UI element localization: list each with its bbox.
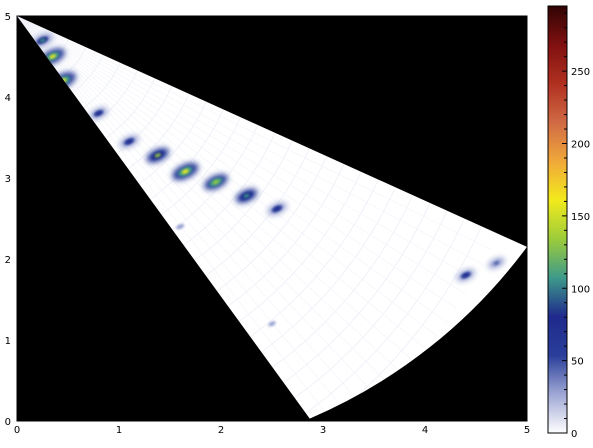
range-ring	[294, 210, 448, 399]
beam-line	[17, 16, 458, 309]
beam-line	[17, 16, 438, 337]
y-tick-label: 2	[5, 255, 11, 266]
hotspot-core	[126, 139, 132, 144]
hotspot-core	[494, 261, 499, 265]
colorbar-tick-label: 250	[571, 67, 590, 78]
range-ring	[105, 78, 156, 139]
hotspot-core	[39, 38, 46, 43]
x-tick-label: 5	[524, 425, 530, 436]
beam-line	[17, 16, 448, 324]
colorbar: 0 50 100 150 200 250	[547, 5, 590, 440]
y-tick-label: 3	[5, 174, 11, 185]
beam-line	[17, 16, 417, 364]
y-tick-label: 4	[5, 93, 11, 104]
hotspot-core	[274, 206, 280, 211]
range-ring	[161, 117, 242, 215]
hotspot	[235, 188, 258, 204]
hotspot	[204, 174, 228, 190]
colorbar-gradient	[547, 5, 568, 434]
hotspot	[267, 202, 287, 216]
range-ring	[305, 218, 465, 414]
plot-frame	[16, 15, 528, 422]
hotspot-core	[49, 54, 57, 59]
hotspot	[89, 107, 108, 120]
hotspot-core	[178, 225, 183, 228]
colorbar-tick-label: 200	[571, 140, 590, 151]
hotspot-core	[96, 111, 102, 115]
beam-line	[17, 16, 484, 265]
hotspot	[456, 269, 476, 282]
x-tick-label: 2	[218, 425, 224, 436]
hotspot-core	[181, 169, 189, 174]
sector-texture	[17, 16, 492, 419]
range-ring	[83, 62, 121, 108]
colorbar-tick-label: 50	[571, 357, 584, 368]
beam-line	[17, 16, 393, 389]
beam-line	[17, 16, 381, 401]
hotspot	[172, 221, 188, 232]
hotspot-core	[270, 322, 274, 326]
hotspot	[488, 257, 505, 269]
y-tick-label: 0	[5, 417, 11, 428]
range-ring	[283, 202, 431, 383]
range-ring	[150, 109, 224, 200]
range-ring	[272, 194, 414, 368]
hotspot	[265, 319, 279, 329]
colorbar-tick-label: 100	[571, 284, 590, 295]
range-ring	[72, 54, 104, 93]
beam-line	[17, 16, 405, 376]
hotspot-core	[243, 193, 250, 198]
y-tick-label: 1	[5, 336, 11, 347]
hotspot	[172, 162, 199, 181]
colorbar-tick-label: 0	[571, 429, 577, 440]
x-tick-label: 1	[116, 425, 122, 436]
hotspot-core	[154, 153, 161, 158]
range-ring	[227, 163, 345, 307]
range-ring	[27, 23, 35, 32]
range-ring	[127, 93, 190, 170]
hotspot-group	[31, 33, 505, 329]
sector-group	[17, 16, 527, 419]
y-axis: 0 1 2 3 4 5	[5, 12, 23, 428]
range-ring	[216, 156, 328, 292]
range-ring	[138, 101, 207, 185]
hotspot-core	[463, 273, 469, 277]
range-ring	[238, 171, 362, 322]
range-ring	[116, 85, 173, 154]
hotspot	[119, 135, 139, 148]
beam-line	[17, 16, 492, 250]
range-ring	[183, 132, 276, 246]
range-ring	[194, 140, 293, 261]
colorbar-tick-label: 150	[571, 212, 590, 223]
hotspot-core	[212, 179, 220, 185]
sector-wedge	[17, 16, 527, 419]
range-ring	[94, 70, 138, 124]
beam-line	[17, 16, 476, 280]
range-ring	[205, 148, 310, 276]
y-tick-label: 5	[5, 12, 11, 23]
hotspot	[146, 147, 170, 163]
x-tick-label: 3	[320, 425, 326, 436]
beam-line	[17, 16, 467, 295]
x-tick-label: 4	[422, 425, 428, 436]
range-ring	[261, 187, 396, 353]
beam-line	[17, 16, 356, 419]
x-axis: 0 1 2 3 4 5	[14, 415, 530, 436]
x-tick-label: 0	[14, 425, 20, 436]
beam-line	[17, 16, 369, 412]
